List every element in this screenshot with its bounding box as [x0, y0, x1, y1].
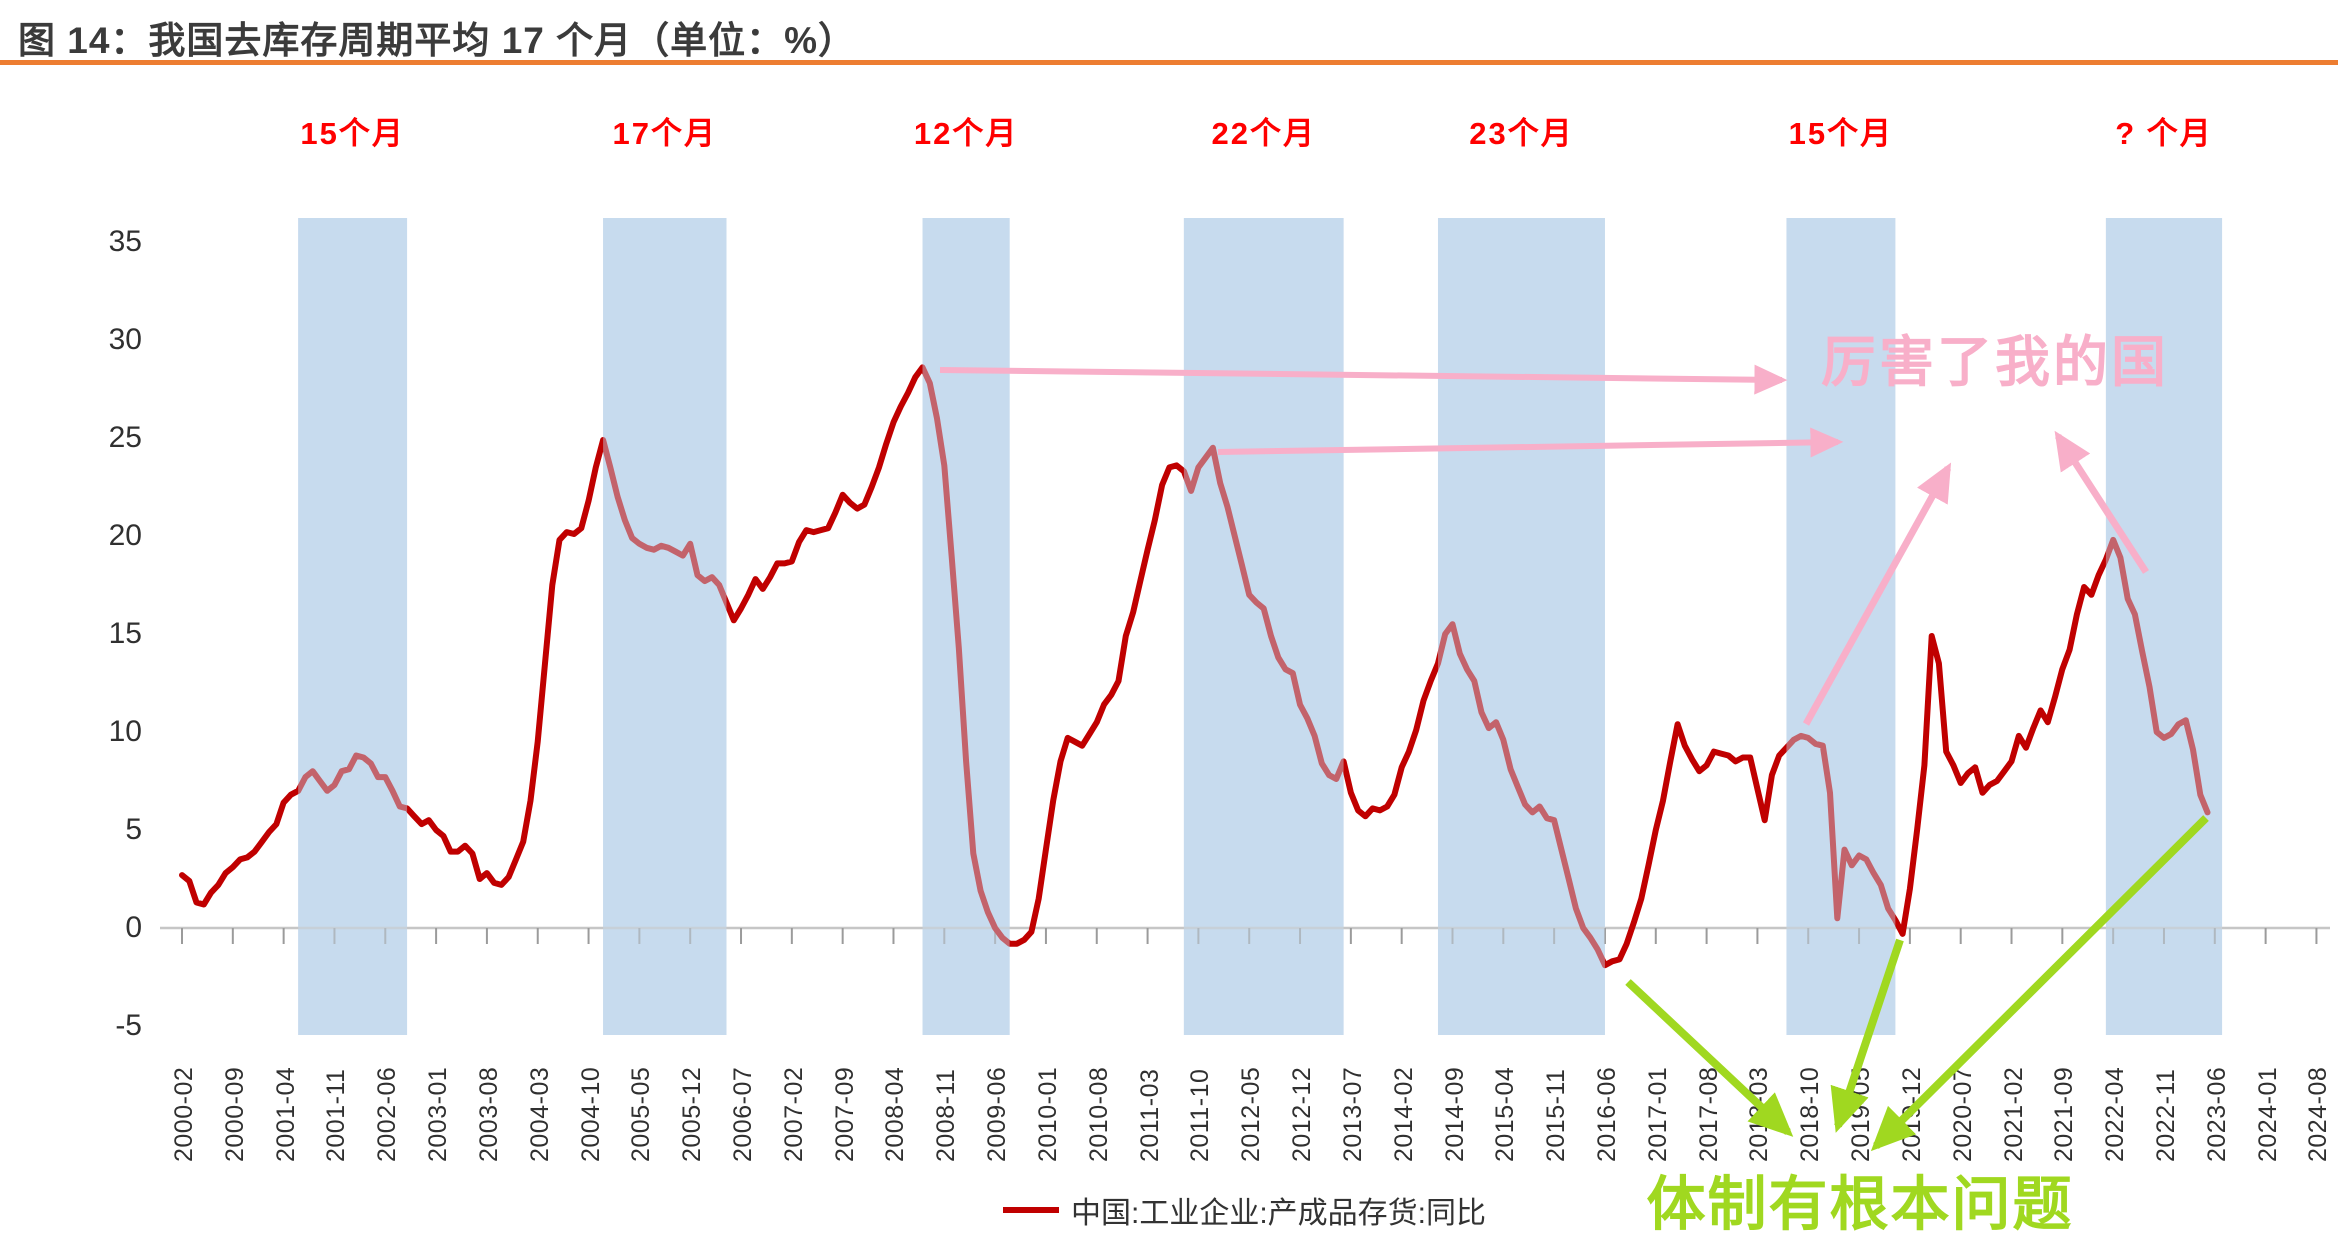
band-duration-label: 23个月 [1469, 116, 1574, 151]
band-duration-label: 22个月 [1211, 116, 1316, 151]
destocking-band-overlay [922, 218, 1010, 1035]
y-axis-label: 35 [108, 225, 142, 258]
green-arrow [1625, 979, 1794, 1137]
destocking-band [1437, 218, 1605, 1035]
pink-arrow [2054, 430, 2149, 574]
destocking-band [603, 218, 727, 1035]
pink-arrow [1802, 462, 1952, 726]
destocking-band-overlay [1786, 218, 1896, 1035]
green-arrow [1870, 815, 2209, 1152]
band-duration-label: 15个月 [1788, 116, 1894, 151]
y-axis-label: 25 [108, 421, 142, 454]
annotation-pink-text: 厉害了我的国 [1820, 331, 2170, 393]
y-axis-label: 20 [108, 519, 142, 552]
destocking-band-overlay [1183, 218, 1344, 1035]
destocking-band-overlay [298, 218, 408, 1035]
pink-arrow [1217, 427, 1844, 458]
destocking-band [922, 218, 1010, 1035]
band-duration-label: 17个月 [612, 116, 718, 151]
y-axis-label: 10 [108, 715, 142, 748]
destocking-band [1183, 218, 1344, 1035]
page-title: 图 14：我国去库存周期平均 17 个月（单位：%） [18, 20, 857, 61]
y-axis-label: 0 [125, 911, 142, 944]
y-axis-label: 5 [125, 813, 142, 846]
green-arrow [1830, 938, 1904, 1133]
annotation-green-text: 体制有根本问题 [1646, 1171, 2074, 1238]
legend-series-label: 中国:工业企业:产成品存货:同比 [1071, 1197, 1487, 1230]
band-duration-label: 15个月 [300, 116, 405, 151]
pink-arrow [939, 364, 1788, 395]
destocking-band-overlay [1437, 218, 1605, 1035]
title-underline-rule [0, 60, 2338, 65]
destocking-band-overlay [603, 218, 727, 1035]
y-axis-label: 15 [108, 617, 142, 650]
band-duration-label: 12个月 [913, 116, 1019, 151]
legend: 中国:工业企业:产成品存货:同比 [1003, 1188, 1486, 1232]
legend-line-swatch [1003, 1207, 1059, 1213]
band-duration-label: ? 个月 [2115, 116, 2213, 151]
y-axis-label: 30 [108, 323, 142, 356]
inventory-yoy-line [179, 364, 2211, 969]
y-axis-label: -5 [115, 1009, 142, 1042]
destocking-band [298, 218, 408, 1035]
